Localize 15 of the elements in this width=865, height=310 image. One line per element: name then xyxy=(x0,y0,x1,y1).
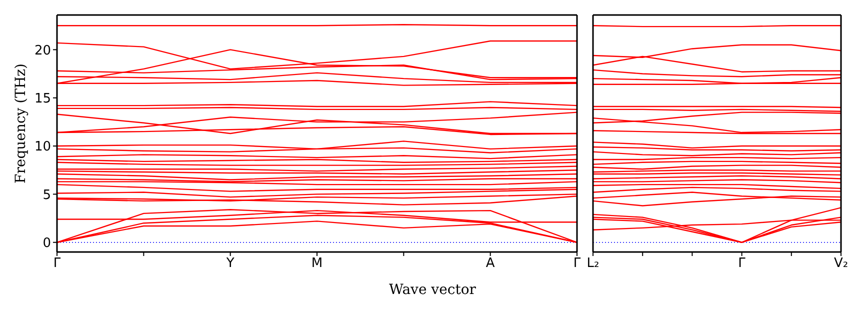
y-tick-label: 10 xyxy=(34,140,51,155)
y-tick-label: 5 xyxy=(42,188,51,203)
x-tick-label: Y xyxy=(225,256,234,272)
x-tick-label: M xyxy=(311,256,323,272)
x-tick-label: A xyxy=(486,256,495,272)
x-tick-label: L₂ xyxy=(586,256,600,272)
x-tick-label: Γ xyxy=(573,256,582,272)
x-tick-label: Γ xyxy=(53,256,62,272)
y-tick-label: 20 xyxy=(34,43,51,58)
x-axis-title: Wave vector xyxy=(388,282,477,298)
y-tick-label: 0 xyxy=(42,236,51,251)
y-axis-title: Frequency (THz) xyxy=(12,63,29,184)
y-tick-label: 15 xyxy=(34,91,51,106)
x-tick-label: Γ xyxy=(738,256,746,272)
x-tick-label: V₂ xyxy=(834,256,848,272)
